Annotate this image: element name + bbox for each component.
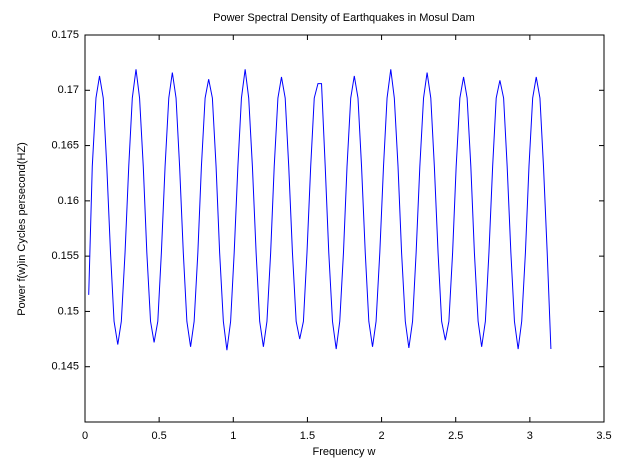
x-tick-label: 0.5 <box>151 430 166 442</box>
x-tick-label: 3.5 <box>596 430 611 442</box>
x-tick-label: 2.5 <box>448 430 463 442</box>
y-tick-label: 0.15 <box>58 305 79 317</box>
y-tick-label: 0.175 <box>51 29 79 41</box>
x-tick-label: 0 <box>82 430 88 442</box>
y-tick-label: 0.16 <box>58 195 79 207</box>
y-axis-label: Power f(w)in Cycles persecond(HZ) <box>16 142 28 316</box>
x-tick-label: 3 <box>527 430 533 442</box>
plot-frame <box>84 34 605 423</box>
x-tick-label: 2 <box>379 430 385 442</box>
x-axis-label: Frequency w <box>313 446 376 458</box>
chart-title: Power Spectral Density of Earthquakes in… <box>213 12 475 24</box>
y-tick-label: 0.155 <box>51 250 79 262</box>
y-tick-label: 0.17 <box>58 84 79 96</box>
x-tick-label: 1 <box>230 430 236 442</box>
line-series <box>88 69 552 351</box>
y-tick-label: 0.145 <box>51 361 79 373</box>
y-tick-label: 0.165 <box>51 139 79 151</box>
x-tick-label: 1.5 <box>300 430 315 442</box>
